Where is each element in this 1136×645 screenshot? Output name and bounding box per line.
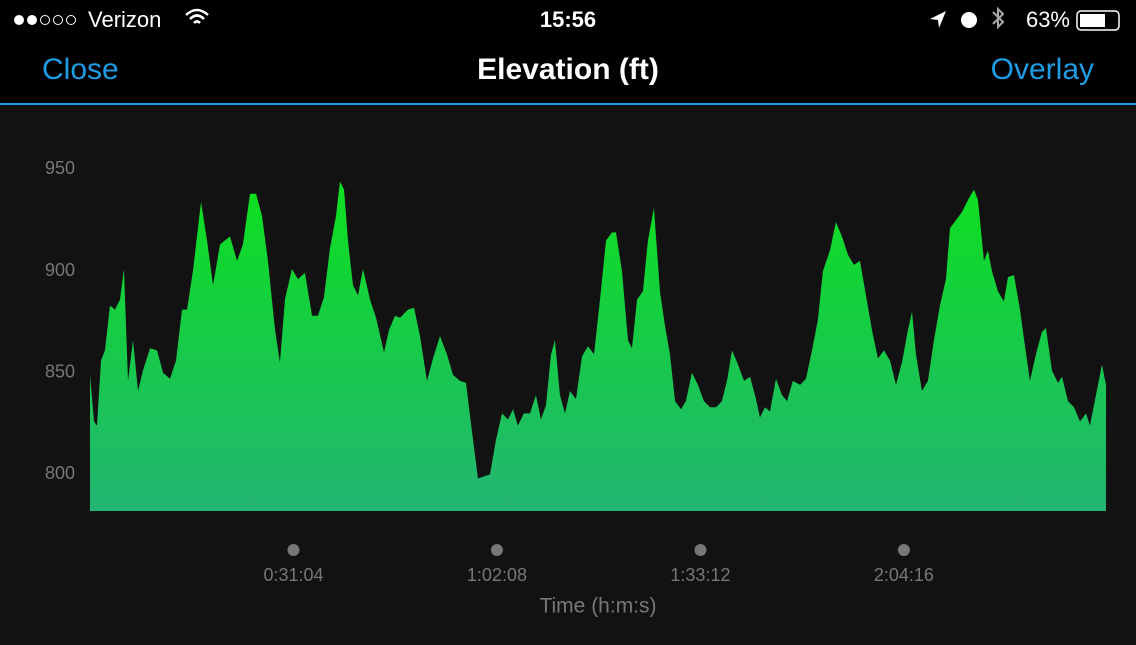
clock: 15:56 [540,7,596,32]
wifi-icon [185,8,209,24]
y-tick-label: 850 [45,361,75,381]
y-tick-label: 900 [45,260,75,280]
x-axis-label: Time (h:m:s) [539,595,656,618]
x-tick-dot [694,544,707,556]
signal-dots [14,15,76,25]
x-tick-dot [897,544,910,556]
location-icon [930,11,946,28]
y-tick-label: 800 [45,463,75,483]
x-tick-label: 2:04:16 [874,565,934,585]
y-tick-label: 950 [45,158,75,178]
x-tick-dot [287,544,300,556]
alarm-icon [961,12,977,28]
battery-level [1080,14,1105,27]
carrier: Verizon [88,7,161,32]
x-tick-label: 1:33:12 [670,565,730,585]
close-button[interactable]: Close [42,53,119,86]
x-tick-label: 1:02:08 [467,565,527,585]
battery-percent: 63% [1026,7,1070,32]
top-bar [0,0,1136,104]
x-tick-label: 0:31:04 [263,565,323,585]
elevation-area [90,181,1106,511]
nav-title: Elevation (ft) [477,53,659,86]
bluetooth-icon [992,6,1005,30]
overlay-button[interactable]: Overlay [991,53,1094,86]
x-tick-dot [490,544,503,556]
battery-icon [1076,10,1120,31]
divider [0,103,1136,105]
